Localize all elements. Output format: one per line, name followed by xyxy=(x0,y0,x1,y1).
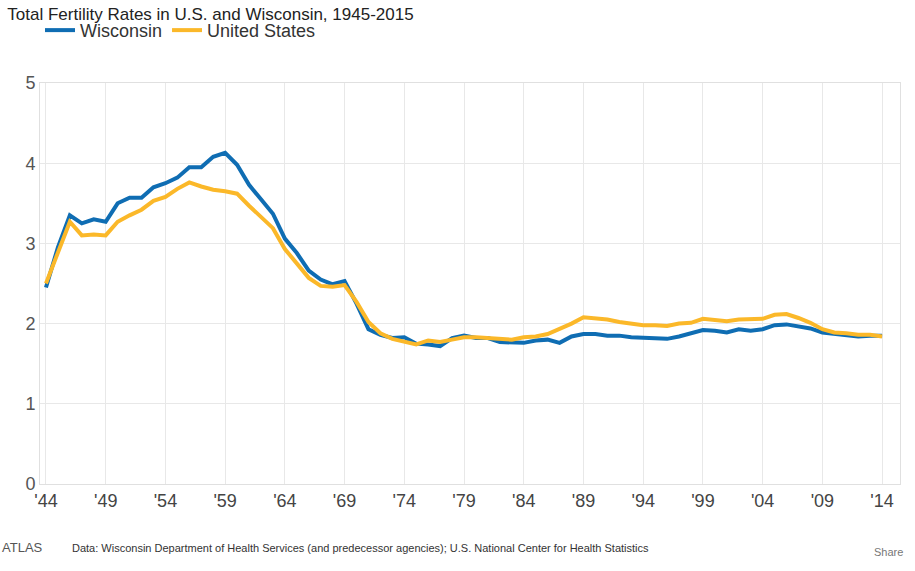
svg-text:'49: '49 xyxy=(94,491,117,511)
svg-text:2: 2 xyxy=(25,314,35,334)
svg-text:'14: '14 xyxy=(870,491,893,511)
svg-text:'64: '64 xyxy=(273,491,296,511)
svg-text:Total Fertility Rates in U.S.: Total Fertility Rates in U.S. and Wiscon… xyxy=(7,5,413,24)
svg-text:Share: Share xyxy=(874,546,903,558)
svg-text:1: 1 xyxy=(25,394,35,414)
svg-text:'54: '54 xyxy=(154,491,177,511)
svg-text:Data: Wisconsin Department of: Data: Wisconsin Department of Health Ser… xyxy=(72,542,649,554)
svg-text:'89: '89 xyxy=(572,491,595,511)
svg-text:Wisconsin: Wisconsin xyxy=(80,21,162,41)
svg-text:'09: '09 xyxy=(811,491,834,511)
svg-text:3: 3 xyxy=(25,234,35,254)
svg-text:4: 4 xyxy=(25,154,35,174)
svg-text:'74: '74 xyxy=(393,491,416,511)
svg-text:'69: '69 xyxy=(333,491,356,511)
svg-text:'99: '99 xyxy=(691,491,714,511)
svg-text:'04: '04 xyxy=(751,491,774,511)
svg-text:'79: '79 xyxy=(452,491,475,511)
svg-text:'44: '44 xyxy=(34,491,57,511)
svg-text:'84: '84 xyxy=(512,491,535,511)
svg-text:ATLAS: ATLAS xyxy=(2,540,43,555)
svg-text:'59: '59 xyxy=(213,491,236,511)
svg-text:0: 0 xyxy=(25,474,35,494)
svg-text:United States: United States xyxy=(207,21,315,41)
svg-text:'94: '94 xyxy=(631,491,654,511)
svg-text:5: 5 xyxy=(25,73,35,93)
